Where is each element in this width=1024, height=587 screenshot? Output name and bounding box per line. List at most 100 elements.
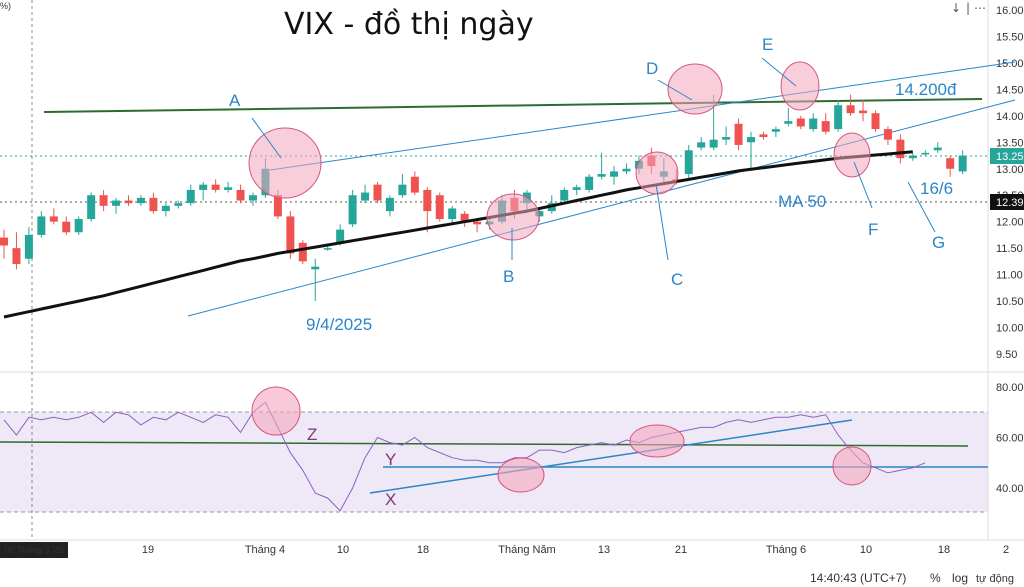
arrow-d xyxy=(657,79,693,101)
candle-down xyxy=(0,237,8,246)
highlight-b xyxy=(486,193,540,241)
x-tick-label: 21 xyxy=(675,544,687,556)
up-down-arrow-icon[interactable]: ↓ xyxy=(950,1,962,15)
candle-down xyxy=(149,197,158,212)
label-x: X xyxy=(385,490,396,509)
price-tick-label: 10.50 xyxy=(996,296,1024,308)
rsi-tick-label: 60.00 xyxy=(996,433,1024,445)
rsi-highlight-z xyxy=(251,386,301,436)
x-tick-label: Tháng Năm xyxy=(498,544,555,556)
candle-up xyxy=(771,129,780,132)
crosshair-date-bg xyxy=(0,542,68,558)
candle-down xyxy=(821,121,830,132)
candle-down xyxy=(373,184,382,201)
x-tick-label: Tháng 6 xyxy=(766,544,806,556)
price-tick-label: 9.50 xyxy=(996,349,1017,361)
resistance-line xyxy=(43,98,983,113)
candle-down xyxy=(759,134,768,138)
candle-up xyxy=(186,189,195,204)
arrow-g xyxy=(907,181,936,233)
candle-down xyxy=(236,189,245,201)
highlight-a xyxy=(248,127,322,199)
rsi-tick-label: 40.00 xyxy=(996,483,1024,495)
candle-down xyxy=(946,158,955,169)
more-menu-icon[interactable]: ⋯ xyxy=(974,1,986,15)
candle-up xyxy=(958,155,967,172)
rsi-highlight-mid xyxy=(629,424,685,458)
label-d: D xyxy=(646,59,658,78)
x-tick-label: 10 xyxy=(860,544,872,556)
footer-log[interactable]: log xyxy=(952,571,968,585)
candle-up xyxy=(224,187,233,190)
candle-up xyxy=(908,155,917,159)
rsi-trend-line xyxy=(369,419,853,494)
price-tick-label: 16.00 xyxy=(996,5,1024,17)
label-resistance: 14.200đ xyxy=(895,80,957,99)
candle-up xyxy=(610,171,619,177)
footer-percent[interactable]: % xyxy=(930,571,941,585)
candle-down xyxy=(410,176,419,193)
candle-up xyxy=(24,234,33,259)
candle-up xyxy=(74,219,83,233)
x-tick-label: 10 xyxy=(337,544,349,556)
upper-trend-line xyxy=(269,61,1016,171)
candle-up xyxy=(684,150,693,175)
candle-up xyxy=(933,147,942,151)
candle-up xyxy=(784,121,793,124)
candle-down xyxy=(896,139,905,159)
candle-down xyxy=(883,129,892,140)
x-tick-label: 2 xyxy=(1003,544,1009,556)
candle-up xyxy=(87,195,96,220)
price-tick-label: 10.00 xyxy=(996,323,1024,335)
label-ma50: MA 50 xyxy=(778,192,826,211)
label-a: A xyxy=(229,91,241,110)
price-tick-label: 15.00 xyxy=(996,58,1024,70)
price-tick-label: 12.00 xyxy=(996,217,1024,229)
price-tick-label: 11.50 xyxy=(996,243,1023,255)
candle-down xyxy=(298,242,307,262)
price-tick-label: 13.50 xyxy=(996,137,1024,149)
candle-down xyxy=(460,213,469,222)
highlight-f xyxy=(833,132,871,178)
x-tick-label: 13 xyxy=(598,544,610,556)
candle-down xyxy=(211,184,220,190)
label-f: F xyxy=(868,220,878,239)
candle-up xyxy=(174,203,183,206)
last-price-tag-bg xyxy=(990,148,1024,164)
rsi-overbought-band xyxy=(0,412,988,512)
candle-up xyxy=(572,187,581,190)
x-tick-label: 18 xyxy=(417,544,429,556)
candle-up xyxy=(199,184,208,190)
footer-auto[interactable]: tự động xyxy=(976,573,1014,585)
label-g: G xyxy=(932,233,945,252)
corner-label: %) xyxy=(0,1,11,11)
candle-up xyxy=(535,211,544,217)
rsi-resistance-line xyxy=(0,441,969,447)
chart-title: VIX - đồ thị ngày xyxy=(284,7,534,42)
highlight-c xyxy=(635,151,679,195)
candle-up xyxy=(37,216,46,235)
x-tick-label: 19 xyxy=(142,544,154,556)
label-date-low: 9/4/2025 xyxy=(306,315,372,334)
candle-up xyxy=(361,192,370,201)
candle-up xyxy=(560,189,569,201)
candle-up xyxy=(249,195,257,201)
candle-down xyxy=(846,105,855,114)
price-tick-label: 15.50 xyxy=(996,31,1024,43)
candle-up xyxy=(921,152,930,155)
price-tick-label: 14.00 xyxy=(996,111,1024,123)
candle-up xyxy=(336,229,345,243)
rsi-tick-label: 80.00 xyxy=(996,382,1024,394)
price-tick-label: 14.50 xyxy=(996,84,1024,96)
separator-icon: | xyxy=(965,1,971,15)
arrow-a xyxy=(251,117,282,159)
arrow-e xyxy=(761,57,797,87)
candle-up xyxy=(161,205,170,212)
label-z: Z xyxy=(307,425,317,444)
candle-up xyxy=(747,137,755,143)
candle-down xyxy=(871,113,880,130)
label-c: C xyxy=(671,270,683,289)
candle-up xyxy=(622,168,631,172)
candle-up xyxy=(809,118,818,130)
